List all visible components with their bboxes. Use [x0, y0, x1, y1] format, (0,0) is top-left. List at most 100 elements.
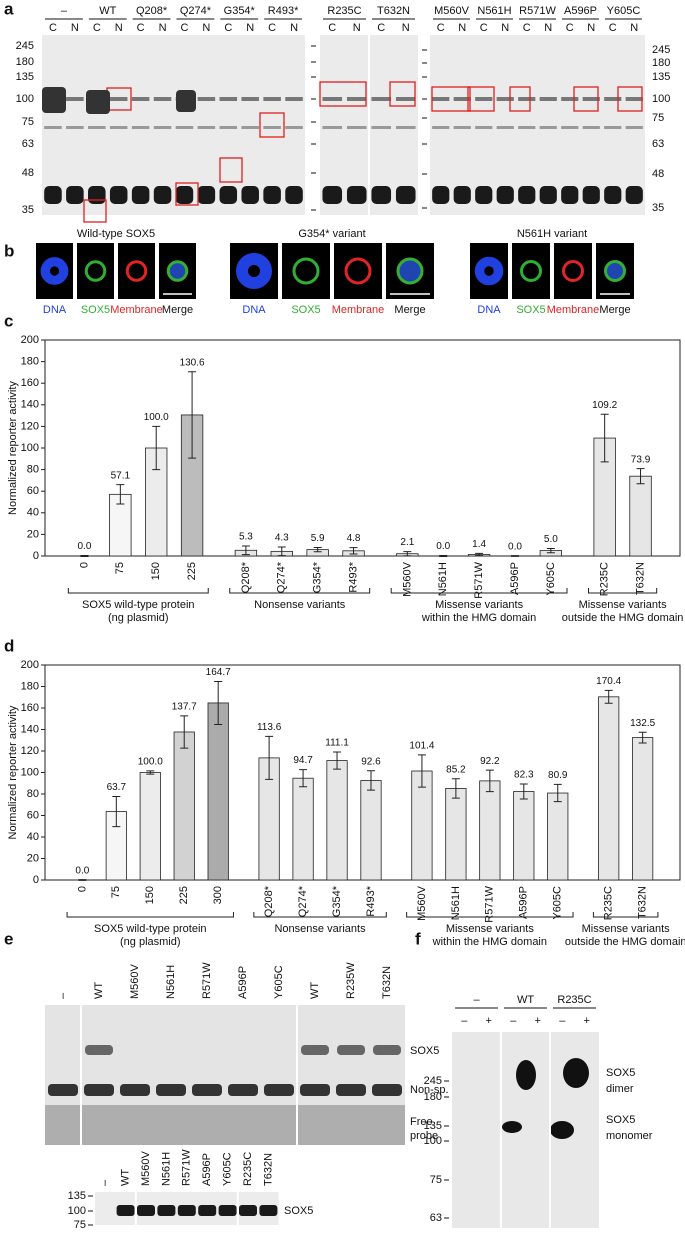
blot: [430, 35, 645, 215]
group-bracket: [229, 588, 371, 594]
y-tick-label: 180: [21, 356, 39, 368]
group-label: Nonsense variants: [254, 599, 346, 611]
cell-signal: [520, 260, 542, 282]
error-bar: [417, 754, 426, 788]
y-tick-label: 160: [21, 702, 39, 714]
band: [228, 1084, 258, 1096]
error-bar: [475, 552, 484, 557]
band-label: SOX5: [410, 1045, 439, 1057]
band: [86, 90, 110, 114]
marker-label: 75: [22, 116, 34, 128]
lane-label: –: [461, 1015, 468, 1027]
y-tick-label: 60: [27, 809, 39, 821]
band: [561, 126, 579, 129]
value-label: 101.4: [409, 741, 434, 752]
band-label: SOX5: [606, 1067, 635, 1079]
marker-label: 135: [16, 71, 34, 83]
band: [66, 126, 84, 129]
band-label: dimer: [606, 1083, 634, 1095]
lane-label: N561H: [160, 1152, 172, 1186]
band: [563, 1058, 589, 1088]
lane-label: C: [480, 22, 488, 34]
error-bar: [604, 689, 613, 704]
lane-label: N: [630, 22, 638, 34]
error-bar: [116, 484, 125, 505]
value-label: 132.5: [630, 718, 655, 729]
channel-label: Merge: [394, 304, 425, 316]
image-title: G354* variant: [298, 228, 365, 240]
lane-label: –: [99, 1179, 111, 1186]
band: [582, 126, 600, 129]
y-axis-title: Normalized reporter activity: [7, 381, 19, 515]
y-tick-label: 40: [27, 507, 39, 519]
band: [337, 1045, 365, 1055]
lane-label: N: [71, 22, 79, 34]
value-label: 4.3: [275, 533, 289, 544]
band: [516, 1060, 536, 1090]
lane-label: R571W: [201, 962, 213, 999]
error-bar: [366, 770, 375, 791]
highlight-box: [431, 86, 471, 112]
x-tick-label: N561H: [437, 562, 449, 596]
cell-signal: [84, 260, 107, 282]
x-tick-label: Q274*: [276, 561, 288, 593]
group-label: Missense variants: [579, 599, 668, 611]
band: [518, 126, 536, 129]
band: [264, 1084, 294, 1096]
group-bracket: [67, 588, 209, 594]
band: [239, 1205, 257, 1216]
band: [336, 1084, 366, 1096]
error-bar: [180, 715, 189, 749]
group-label: –: [473, 994, 480, 1006]
highlight-box: [467, 86, 495, 112]
y-tick-label: 20: [27, 528, 39, 540]
bar: [445, 788, 467, 881]
lane-label: –: [510, 1015, 517, 1027]
band: [42, 87, 66, 113]
error-bar: [146, 770, 155, 775]
error-bar: [214, 680, 223, 725]
highlight-box: [219, 157, 243, 183]
x-tick-label: R235C: [599, 562, 611, 596]
band: [453, 186, 471, 204]
y-tick-label: 60: [27, 485, 39, 497]
band: [84, 1084, 114, 1096]
x-tick-label: R235C: [603, 886, 615, 920]
band: [322, 97, 343, 101]
x-tick-label: 150: [150, 562, 162, 580]
marker-label: 48: [652, 168, 664, 180]
band: [502, 1121, 522, 1133]
channel-label: DNA: [242, 304, 266, 316]
highlight-box: [319, 81, 367, 107]
band: [285, 97, 303, 101]
band: [496, 126, 514, 129]
band: [453, 97, 471, 101]
band: [539, 126, 557, 129]
band: [346, 97, 367, 101]
error-bar: [265, 735, 274, 780]
group-label: outside the HMG domain: [562, 612, 684, 624]
band: [241, 186, 259, 204]
error-bar: [78, 879, 87, 881]
band: [372, 1084, 402, 1096]
marker-label: 245: [424, 1075, 442, 1087]
band: [625, 186, 643, 204]
value-label: 82.3: [514, 770, 534, 781]
x-tick-label: 225: [178, 886, 190, 904]
band-label: monomer: [606, 1130, 653, 1142]
band-label: SOX5: [284, 1205, 313, 1217]
lane-label: M560V: [129, 963, 141, 999]
bar: [360, 780, 382, 881]
marker-label: 135: [652, 71, 670, 83]
band: [137, 1205, 155, 1216]
x-tick-label: 75: [110, 886, 122, 898]
cell-signal: [40, 257, 69, 285]
band: [263, 97, 281, 101]
band: [241, 97, 259, 101]
lane-label: M560V: [140, 1150, 152, 1186]
value-label: 109.2: [592, 400, 617, 411]
band: [263, 186, 281, 204]
band: [371, 126, 392, 129]
band: [241, 126, 259, 129]
